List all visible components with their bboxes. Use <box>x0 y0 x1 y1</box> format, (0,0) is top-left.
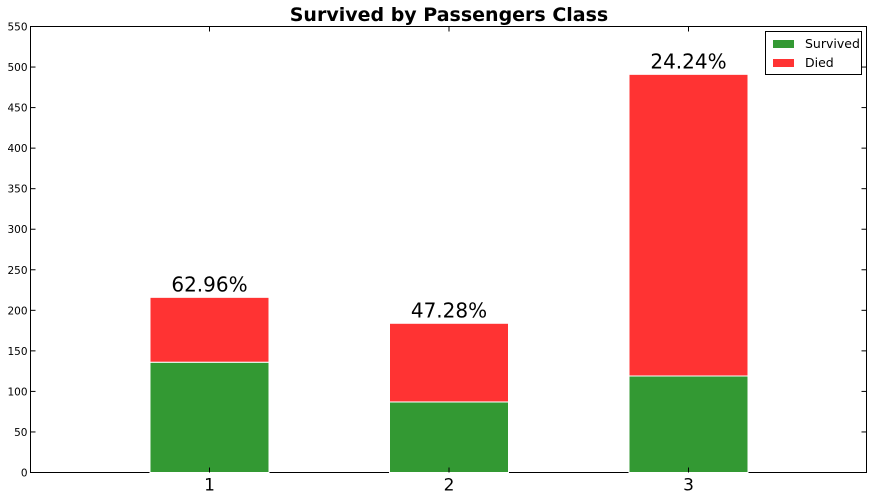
bar-survived-1 <box>149 361 270 474</box>
legend-swatch-died <box>773 59 794 67</box>
y-tick-label: 250 <box>7 265 27 277</box>
y-tick-label: 550 <box>7 22 27 34</box>
y-tick-label: 500 <box>7 62 27 74</box>
bar-percentage-label: 47.28% <box>411 298 487 322</box>
bar-died-1 <box>149 296 270 363</box>
y-axis: 0 50 100 150 200 250 300 350 400 450 500 550 <box>7 22 867 480</box>
x-tick-label: 3 <box>683 476 694 496</box>
y-tick-label: 400 <box>7 143 27 155</box>
x-axis: 1 2 3 <box>204 26 694 496</box>
bar-died-2 <box>389 322 509 403</box>
y-tick-label: 0 <box>21 468 28 480</box>
x-tick-label: 1 <box>204 476 215 496</box>
y-tick-label: 100 <box>7 386 27 398</box>
bar-survived-2 <box>389 401 509 473</box>
y-tick-label: 50 <box>14 427 27 439</box>
y-tick-label: 150 <box>7 346 27 358</box>
bar-percentage-label: 24.24% <box>650 49 726 73</box>
legend-swatch-survived <box>773 40 794 48</box>
bar-died-3 <box>628 73 749 377</box>
y-tick-label: 300 <box>7 224 27 236</box>
y-tick-label: 200 <box>7 305 27 317</box>
legend-label-died: Died <box>805 55 834 70</box>
y-tick-label: 350 <box>7 184 27 196</box>
bar-survived-3 <box>628 375 749 474</box>
legend-box <box>765 31 862 75</box>
legend: Survived Died <box>765 31 862 75</box>
y-tick-label: 450 <box>7 103 27 115</box>
bar-percentage-label: 62.96% <box>171 272 247 296</box>
x-tick-label: 2 <box>444 476 455 496</box>
legend-label-survived: Survived <box>805 36 860 51</box>
bar-labels-layer: 62.96% 47.28% 24.24% <box>171 49 726 322</box>
chart-title: Survived by Passengers Class <box>290 4 609 26</box>
